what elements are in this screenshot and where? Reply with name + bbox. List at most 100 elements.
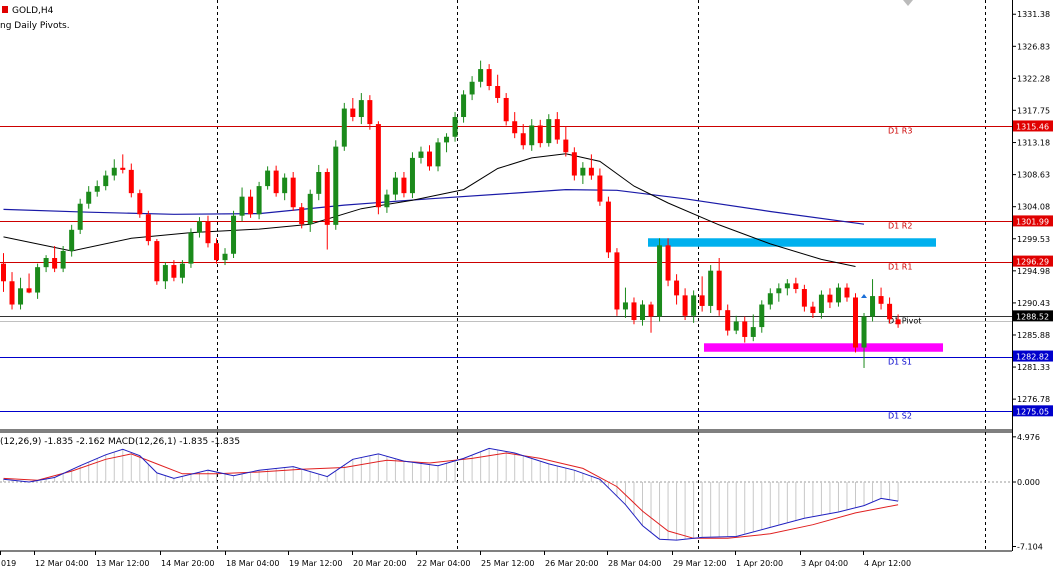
candle-body — [614, 252, 620, 310]
candle — [18, 277, 24, 310]
candle-body — [128, 169, 134, 194]
candle — [853, 293, 858, 353]
candle — [103, 170, 109, 191]
level-badge — [1013, 350, 1053, 362]
candle — [418, 146, 424, 164]
candle-body — [316, 172, 322, 194]
candle — [554, 112, 560, 144]
candle-body — [622, 302, 628, 310]
price-tick-label: 1304.08 — [1017, 203, 1050, 212]
candle-body — [171, 265, 177, 278]
candle-body — [248, 196, 254, 215]
candle-body — [52, 258, 58, 269]
candle-body — [392, 177, 398, 195]
candle-body — [256, 186, 262, 215]
candle — [699, 276, 705, 312]
candle — [776, 283, 782, 302]
candle — [622, 287, 628, 318]
candle-body — [503, 97, 509, 122]
candle-body — [179, 263, 185, 278]
candle — [563, 126, 569, 157]
level-badge-label: 1282.82 — [1016, 353, 1049, 362]
candle-body — [801, 289, 807, 307]
candle — [486, 64, 492, 91]
price-tick-label: 1322.28 — [1017, 74, 1050, 83]
candle-body — [742, 321, 748, 337]
candle — [503, 93, 509, 126]
level-badge — [1013, 310, 1053, 322]
pivot-label-d1-r2: D1 R2 — [888, 222, 912, 231]
candle-body — [196, 221, 202, 233]
candle-body — [648, 304, 654, 317]
candle-body — [137, 193, 143, 215]
candle-body — [384, 194, 390, 208]
candle-body — [231, 215, 237, 254]
candle — [179, 260, 185, 284]
candle — [580, 162, 586, 184]
candle-body — [299, 207, 305, 225]
candle-body — [708, 270, 714, 306]
macd-header: (12,26,9) -1.835 -2.162 MACD(12,26,1) -1… — [0, 437, 240, 447]
candle — [43, 255, 49, 273]
candle-body — [69, 229, 75, 251]
candle — [435, 138, 441, 172]
candle-body — [111, 167, 117, 176]
candle — [895, 314, 901, 328]
candle — [350, 97, 356, 122]
candle — [94, 180, 100, 197]
candle-body — [188, 232, 194, 264]
candle — [290, 172, 296, 211]
candle-body — [784, 283, 790, 289]
candle-body — [409, 157, 415, 194]
candle-body — [265, 170, 271, 187]
time-tick-label: 13 Mar 12:00 — [96, 559, 149, 568]
candle — [358, 93, 364, 125]
candle-body — [333, 146, 339, 225]
candle — [665, 238, 671, 287]
candle — [60, 246, 66, 273]
candle-body — [154, 241, 160, 282]
price-tick-label: 1331.38 — [1017, 10, 1050, 19]
candle — [495, 74, 501, 103]
candle — [120, 154, 126, 174]
candle-body — [512, 121, 518, 134]
candle — [648, 301, 654, 333]
price-tick-label: 1326.83 — [1017, 42, 1050, 51]
support-zone — [704, 343, 943, 352]
candle — [273, 165, 279, 197]
level-badge — [1013, 405, 1053, 417]
candle — [205, 215, 211, 248]
candle — [716, 258, 722, 316]
candle — [887, 297, 893, 324]
candle — [316, 164, 322, 201]
candle — [750, 314, 756, 342]
candle-body — [725, 310, 731, 331]
level-badge-label: 1296.29 — [1016, 258, 1049, 267]
candle — [307, 189, 313, 232]
time-tick-label: 20 Mar 20:00 — [353, 559, 406, 568]
candle — [478, 60, 484, 88]
candle-body — [520, 133, 526, 146]
candle-body — [605, 201, 611, 253]
scroll-marker-icon[interactable] — [903, 0, 913, 6]
candle — [861, 312, 867, 368]
grid-lines — [0, 0, 1013, 552]
candle — [793, 277, 799, 294]
candle-body — [461, 94, 467, 118]
price-tick-label: 1276.78 — [1017, 395, 1050, 404]
candle — [162, 262, 168, 290]
candle-body — [546, 119, 552, 144]
candle-body — [665, 245, 671, 281]
price-tick-label: 1285.88 — [1017, 331, 1050, 340]
signal-arrow-icon — [861, 294, 867, 298]
candle — [256, 181, 262, 220]
candle-body — [631, 302, 637, 321]
candle — [878, 287, 884, 310]
candle — [844, 283, 850, 302]
candle — [77, 198, 83, 235]
macd-tick-label: 0.000 — [1017, 478, 1040, 487]
candle — [469, 76, 475, 101]
candle-body — [699, 295, 705, 306]
price-tick-label: 1290.43 — [1017, 299, 1050, 308]
